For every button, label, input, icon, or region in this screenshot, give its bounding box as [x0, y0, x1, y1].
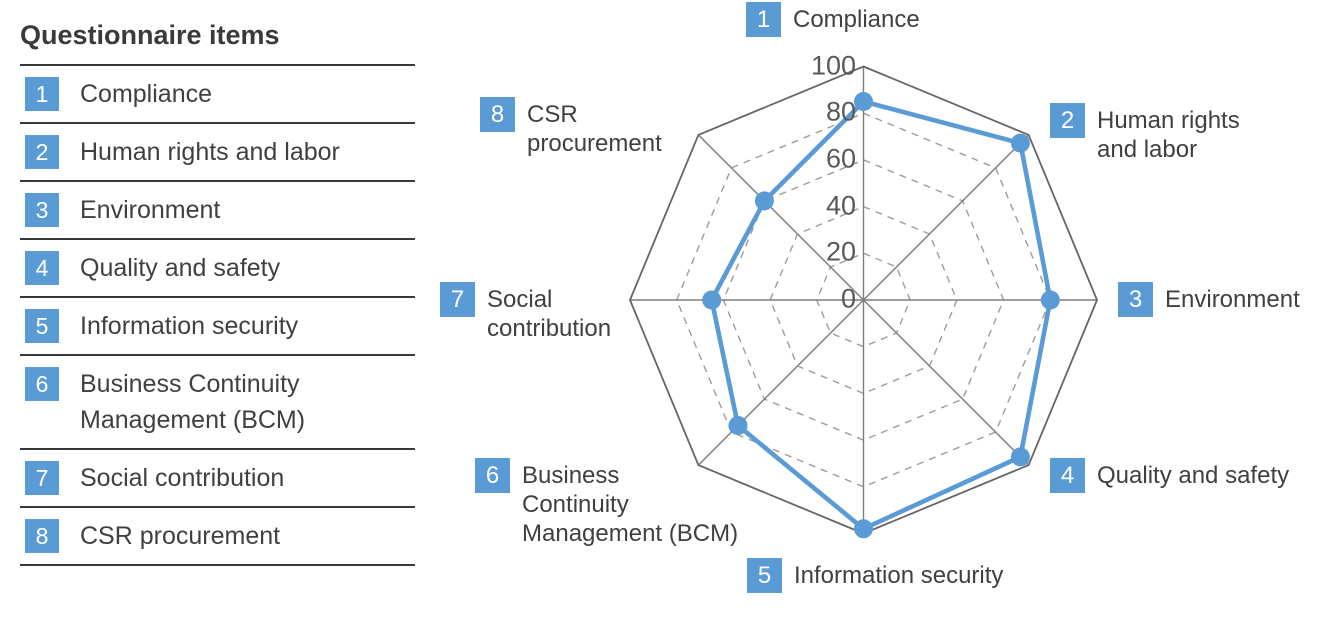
item-number-badge: 7	[25, 461, 59, 495]
data-point	[754, 191, 774, 211]
questionnaire-items-panel: Questionnaire items 1 Compliance 2 Human…	[20, 8, 415, 566]
axis-number-badge: 2	[1050, 103, 1085, 138]
data-point	[702, 290, 722, 310]
legend-item-label: Business Continuity Management (BCM)	[80, 370, 306, 434]
legend-item-label: Social contribution	[80, 464, 285, 492]
axis-label-text: Human rights and labor	[1097, 107, 1240, 163]
item-number-badge: 6	[25, 367, 59, 401]
legend-item-social-contribution: 7 Social contribution	[20, 450, 415, 508]
legend-item-information-security: 5 Information security	[20, 298, 415, 356]
radius-tick-label: 80	[825, 96, 856, 127]
axis-label-text: Social contribution	[487, 286, 612, 342]
radar-grid-rings	[675, 112, 1052, 488]
radius-tick-label: 20	[825, 236, 856, 267]
axis-label-quality-safety: 4 Quality and safety	[1050, 458, 1289, 493]
axis-label-text: Compliance	[793, 6, 920, 33]
axis-label-information-security: 5 Information security	[747, 558, 1003, 593]
legend-item-human-rights: 2 Human rights and labor	[20, 124, 415, 182]
item-number-badge: 8	[25, 519, 59, 553]
legend-item-bcm: 6 Business Continuity Management (BCM)	[20, 356, 415, 450]
panel-title: Questionnaire items	[20, 8, 415, 66]
radius-tick-label: 100	[810, 49, 856, 80]
axis-label-text: CSR procurement	[527, 101, 662, 157]
legend-item-compliance: 1 Compliance	[20, 66, 415, 124]
axis-label-text: Environment	[1165, 286, 1300, 313]
legend-item-label: Quality and safety	[80, 254, 281, 282]
data-point	[854, 92, 873, 111]
axis-label-text: Business Continuity Management (BCM)	[522, 462, 739, 547]
legend-item-csr-procurement: 8 CSR procurement	[20, 508, 415, 566]
item-number-badge: 4	[25, 251, 59, 285]
data-point	[728, 416, 748, 435]
radius-tick-label: 60	[825, 143, 856, 174]
axis-label-text: Information security	[794, 562, 1004, 589]
axis-number-badge: 6	[475, 458, 510, 493]
item-number-badge: 3	[25, 193, 59, 227]
radius-tick-label: 0	[840, 283, 856, 314]
data-point	[854, 519, 873, 539]
item-number-badge: 2	[25, 135, 59, 169]
axis-label-compliance: 1 Compliance	[746, 2, 920, 37]
axis-number-badge: 1	[746, 2, 781, 37]
axis-label-text: Quality and safety	[1097, 462, 1290, 489]
data-point	[1010, 447, 1030, 467]
axis-number-badge: 4	[1050, 458, 1085, 493]
legend-item-label: CSR procurement	[80, 522, 281, 550]
data-polygon	[709, 99, 1053, 532]
axis-number-badge: 8	[480, 97, 515, 132]
axis-label-bcm: 6 Business Continuity Management (BCM)	[475, 458, 738, 548]
data-point	[1040, 290, 1060, 310]
legend-item-label: Compliance	[80, 80, 213, 108]
legend-item-label: Human rights and labor	[80, 138, 340, 166]
legend-item-environment: 3 Environment	[20, 182, 415, 240]
axis-number-badge: 7	[440, 282, 475, 317]
data-point	[1010, 133, 1030, 153]
radius-tick-label: 40	[825, 189, 856, 220]
radar-data-series	[702, 92, 1060, 539]
axis-label-environment: 3 Environment	[1118, 282, 1300, 317]
axis-number-badge: 3	[1118, 282, 1153, 317]
item-number-badge: 5	[25, 309, 59, 343]
axis-label-human-rights: 2 Human rights and labor	[1050, 103, 1240, 164]
item-number-badge: 1	[25, 77, 59, 111]
legend-item-label: Environment	[80, 196, 221, 224]
legend-item-quality-safety: 4 Quality and safety	[20, 240, 415, 298]
axis-label-csr-procurement: 8 CSR procurement	[480, 97, 662, 158]
legend-item-label: Information security	[80, 312, 299, 340]
axis-label-social-contribution: 7 Social contribution	[440, 282, 611, 343]
axis-number-badge: 5	[747, 558, 782, 593]
